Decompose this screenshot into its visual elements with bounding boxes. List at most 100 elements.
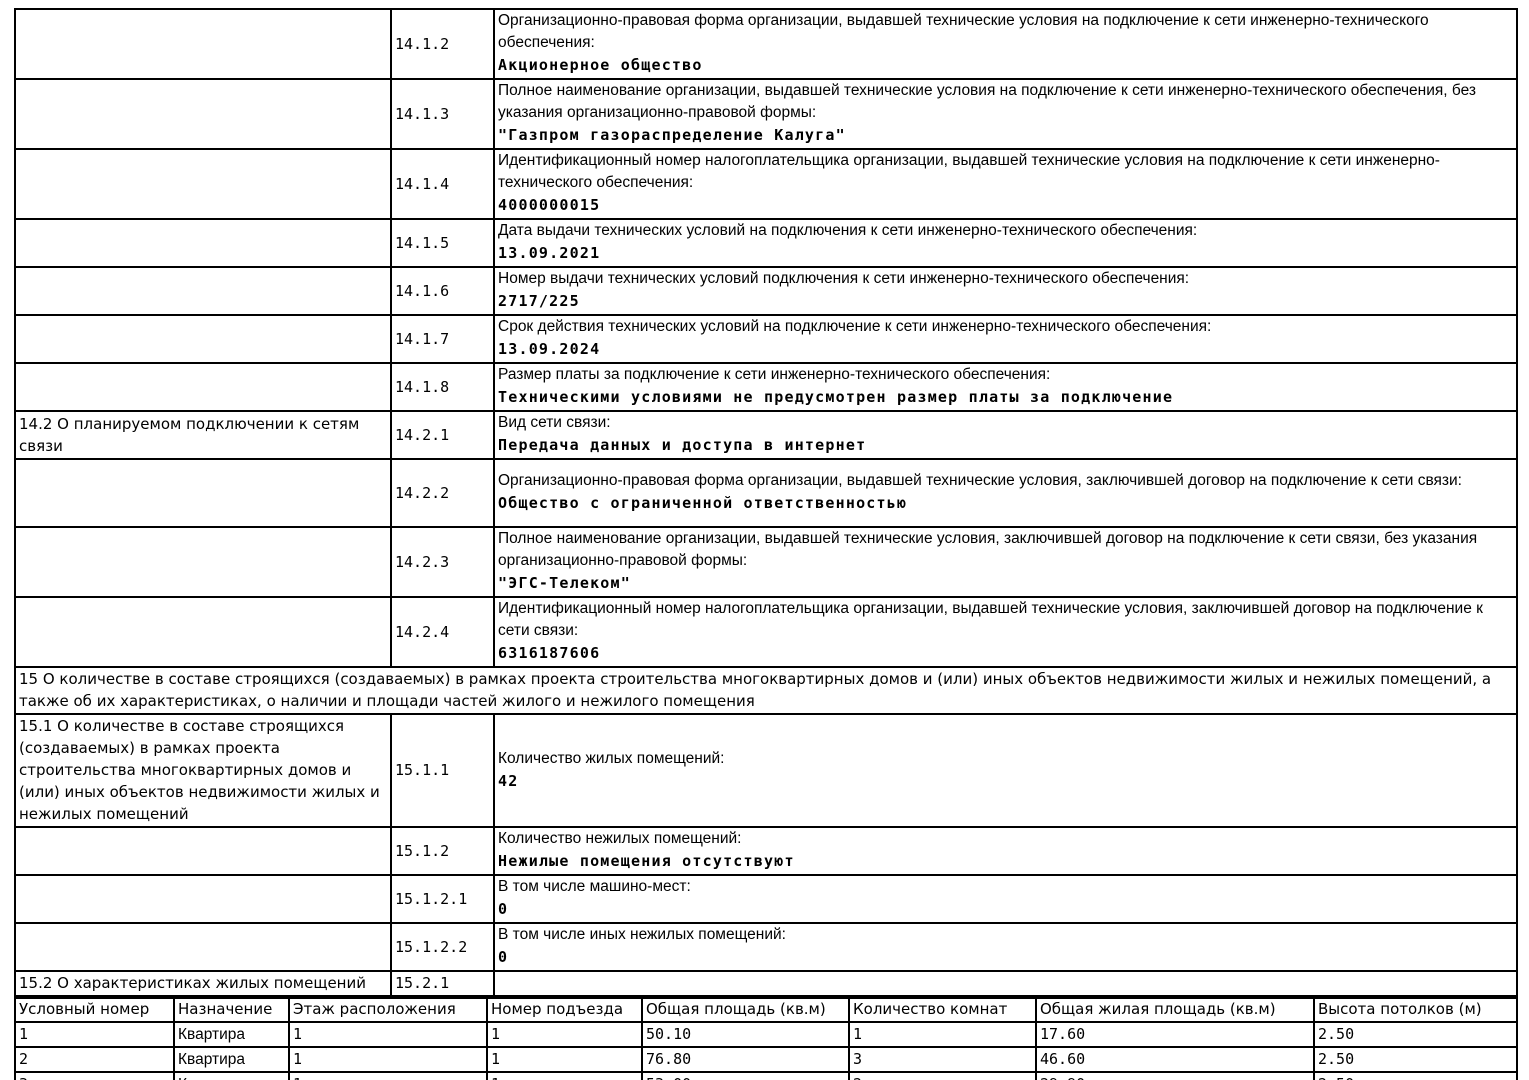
field-label: В том числе иных нежилых помещений: — [498, 926, 786, 943]
col-header-total-area: Общая площадь (кв.м) — [641, 997, 850, 1023]
unit-living-area: 46.60 — [1035, 1046, 1315, 1073]
field-value: Нежилые помещения отсутствуют — [498, 852, 795, 870]
field-label: Вид сети связи: — [498, 414, 611, 431]
table-row: 15.2 О характеристиках жилых помещений 1… — [14, 970, 1518, 997]
unit-rooms: 2 — [848, 1071, 1037, 1080]
section-label-cell — [14, 874, 392, 924]
col-header-floor: Этаж расположения — [288, 997, 488, 1023]
row-number-cell: 15.1.1 — [390, 713, 495, 828]
section-label-cell — [14, 218, 392, 268]
apartments-table: Условный номер Назначение Этаж расположе… — [14, 997, 1518, 1080]
apartments-header-row: Условный номер Назначение Этаж расположе… — [14, 997, 1518, 1023]
col-header-unit-number: Условный номер — [14, 997, 175, 1023]
row-number-cell: 14.1.8 — [390, 362, 495, 412]
row-content-cell — [493, 970, 1518, 997]
unit-ceiling-height: 2.50 — [1313, 1021, 1518, 1048]
unit-ceiling-height: 2.50 — [1313, 1071, 1518, 1080]
unit-number: 2 — [14, 1046, 175, 1073]
row-number-cell: 15.2.1 — [390, 970, 495, 997]
unit-entrance: 1 — [486, 1071, 643, 1080]
row-number-cell: 14.1.3 — [390, 78, 495, 150]
field-value: "Газпром газораспределение Калуга" — [498, 126, 846, 144]
unit-entrance: 1 — [486, 1046, 643, 1073]
apartment-row: 3 Квартира 1 1 53.00 2 29.90 2.50 — [14, 1071, 1518, 1080]
field-value: "ЭГС-Телеком" — [498, 574, 631, 592]
field-label: Идентификационный номер налогоплательщик… — [498, 152, 1440, 191]
row-content-cell: Организационно-правовая форма организаци… — [493, 458, 1518, 528]
section-label-cell — [14, 826, 392, 876]
field-label: Количество жилых помещений: — [498, 749, 725, 767]
field-value: 0 — [498, 900, 509, 918]
section-label-cell — [14, 458, 392, 528]
section-label-cell — [14, 362, 392, 412]
section-label-cell — [14, 314, 392, 364]
row-number-cell: 14.2.2 — [390, 458, 495, 528]
unit-floor: 1 — [288, 1046, 488, 1073]
unit-purpose: Квартира — [173, 1021, 290, 1048]
row-content-cell: В том числе иных нежилых помещений: 0 — [493, 922, 1518, 972]
section-label-cell — [14, 526, 392, 598]
row-content-cell: Размер платы за подключение к сети инжен… — [493, 362, 1518, 412]
field-value: 4000000015 — [498, 196, 601, 214]
field-label: Полное наименование организации, выдавше… — [498, 530, 1478, 569]
table-row: 14.1.3 Полное наименование организации, … — [14, 78, 1518, 150]
col-header-living-area: Общая жилая площадь (кв.м) — [1035, 997, 1315, 1023]
row-number-cell: 14.1.5 — [390, 218, 495, 268]
unit-rooms: 1 — [848, 1021, 1037, 1048]
table-row: 15.1 О количестве в составе строящихся (… — [14, 713, 1518, 828]
row-content-cell: Полное наименование организации, выдавше… — [493, 78, 1518, 150]
table-row: 15.1.2.1 В том числе машино-мест: 0 — [14, 874, 1518, 924]
field-label: В том числе машино-мест: — [498, 878, 691, 895]
row-number-cell: 14.1.2 — [390, 8, 495, 80]
row-number-cell: 15.1.2 — [390, 826, 495, 876]
unit-number: 3 — [14, 1071, 175, 1080]
row-content-cell: Идентификационный номер налогоплательщик… — [493, 596, 1518, 668]
field-value: 0 — [498, 948, 509, 966]
unit-number: 1 — [14, 1021, 175, 1048]
field-label: Организационно-правовая форма организаци… — [498, 472, 1462, 489]
field-value: Акционерное общество — [498, 56, 703, 74]
table-row: 14.1.7 Срок действия технических условий… — [14, 314, 1518, 364]
row-number-cell: 14.1.4 — [390, 148, 495, 220]
table-row: 14.1.8 Размер платы за подключение к сет… — [14, 362, 1518, 412]
field-label: Количество нежилых помещений: — [498, 830, 742, 847]
table-row: 14.2.3 Полное наименование организации, … — [14, 526, 1518, 598]
section-15-header: 15 О количестве в составе строящихся (со… — [14, 666, 1518, 715]
col-header-entrance: Номер подъезда — [486, 997, 643, 1023]
row-number-cell: 14.2.1 — [390, 410, 495, 460]
field-label: Идентификационный номер налогоплательщик… — [498, 600, 1483, 639]
section-label-cell: 15.1 О количестве в составе строящихся (… — [14, 713, 392, 828]
apartment-row: 1 Квартира 1 1 50.10 1 17.60 2.50 — [14, 1021, 1518, 1048]
row-number-cell: 15.1.2.1 — [390, 874, 495, 924]
field-value: Техническими условиями не предусмотрен р… — [498, 388, 1174, 406]
field-label: Номер выдачи технических условий подключ… — [498, 270, 1190, 287]
row-number-cell: 15.1.2.2 — [390, 922, 495, 972]
section-label-cell — [14, 78, 392, 150]
unit-rooms: 3 — [848, 1046, 1037, 1073]
field-label: Организационно-правовая форма организаци… — [498, 12, 1429, 51]
col-header-purpose: Назначение — [173, 997, 290, 1023]
row-content-cell: Количество жилых помещений: 42 — [493, 713, 1518, 828]
table-row: 15.1.2.2 В том числе иных нежилых помеще… — [14, 922, 1518, 972]
unit-entrance: 1 — [486, 1021, 643, 1048]
row-number-cell: 14.2.4 — [390, 596, 495, 668]
declaration-table: 14.1.2 Организационно-правовая форма орг… — [14, 8, 1518, 997]
col-header-ceiling-height: Высота потолков (м) — [1313, 997, 1518, 1023]
field-label: Дата выдачи технических условий на подкл… — [498, 222, 1198, 239]
field-value: 42 — [498, 771, 519, 790]
unit-total-area: 53.00 — [641, 1071, 850, 1080]
unit-total-area: 76.80 — [641, 1046, 850, 1073]
table-row: 14.2.4 Идентификационный номер налогопла… — [14, 596, 1518, 668]
field-label: Размер платы за подключение к сети инжен… — [498, 366, 1051, 383]
section-label-cell: 14.2 О планируемом подключении к сетям с… — [14, 410, 392, 460]
table-row: 14.1.2 Организационно-правовая форма орг… — [14, 8, 1518, 80]
field-value: 6316187606 — [498, 644, 601, 662]
row-content-cell: В том числе машино-мест: 0 — [493, 874, 1518, 924]
field-value: Общество с ограниченной ответственностью — [498, 494, 908, 512]
row-content-cell: Дата выдачи технических условий на подкл… — [493, 218, 1518, 268]
section-label-cell — [14, 922, 392, 972]
section-label-cell — [14, 266, 392, 316]
field-label: Полное наименование организации, выдавше… — [498, 82, 1476, 121]
table-row: 14.2 О планируемом подключении к сетям с… — [14, 410, 1518, 460]
